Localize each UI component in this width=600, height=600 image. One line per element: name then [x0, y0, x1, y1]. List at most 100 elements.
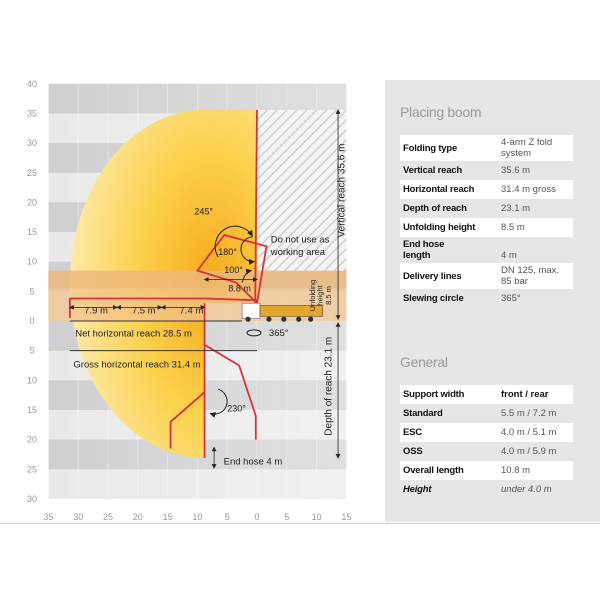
label-angle-180: 180°	[218, 247, 237, 257]
truck-wheel	[296, 316, 302, 322]
row-label: Overall length	[403, 465, 464, 476]
table-row: Standard 5.5 m / 7.2 m	[400, 404, 573, 423]
row-label: Depth of reach	[403, 203, 467, 214]
slewing-icon	[246, 329, 262, 337]
y-tick-label: 10	[27, 375, 37, 385]
rotation-230-icon	[209, 388, 228, 418]
truck-body	[259, 305, 323, 317]
row-value: 35.6 m	[501, 165, 531, 176]
row-value: 4.0 m / 5.1 m	[501, 427, 557, 438]
truck-wheel	[308, 316, 314, 322]
y-tick-label: 5	[29, 346, 34, 356]
boom-arm-5	[169, 391, 206, 449]
row-value: 4.0 m / 5.9 m	[501, 446, 557, 457]
label-dist-8-8: 8.8 m	[228, 283, 251, 293]
row-label: Unfolding height	[403, 222, 476, 233]
x-tick-label: 10	[192, 512, 202, 522]
y-tick-label: 20	[27, 197, 37, 207]
y-tick-label: 40	[27, 79, 37, 89]
x-tick-label: 20	[133, 512, 143, 522]
label-unfolding-1: Unfolding	[308, 280, 317, 312]
label-unfolding-2: height	[316, 284, 325, 305]
y-tick-label: 5	[29, 286, 34, 296]
table-row: End hose length 4 m	[400, 237, 573, 263]
general-table: Support width front / rear Standard 5.5 m…	[400, 385, 573, 499]
row-value: 5.5 m / 7.2 m	[501, 408, 557, 419]
unfolding-height-band-top	[48, 270, 347, 289]
x-tick-label: 5	[225, 512, 230, 522]
label-do-not-use-1: Do not use as	[271, 235, 330, 246]
label-depth-of-reach: Depth of reach 23.1 m	[324, 337, 335, 436]
label-end-hose: End hose 4 m	[224, 457, 283, 468]
y-tick-label: 0	[29, 316, 34, 326]
truck-icon	[241, 302, 323, 322]
boom-reach-diagram: 40 35 30 25 20 15 10 5 0 5 10 15 20 25 30 35 30 25 20 15 10 5…	[27, 79, 351, 522]
table-row: Overall length 10.8 m	[400, 461, 573, 480]
x-tick-label: 35	[43, 512, 53, 522]
x-tick-label: 15	[341, 512, 351, 522]
row-label: ESC	[403, 427, 422, 438]
truck-wheel	[281, 316, 287, 322]
label-net-reach: Net horizontal reach 28.5 m	[75, 328, 192, 339]
placing-boom-title: Placing boom	[400, 104, 482, 120]
label-angle-245: 245°	[194, 206, 213, 216]
label-do-not-use-2: working area	[270, 247, 326, 258]
row-value: DN 125, max. 85 bar	[501, 265, 560, 287]
x-tick-label: 10	[312, 512, 322, 522]
label-gross-reach: Gross horizontal reach 31.4 m	[73, 359, 200, 370]
general-title: General	[400, 354, 448, 370]
boom-arm-4	[204, 343, 257, 440]
y-tick-label: 15	[27, 227, 37, 237]
rotation-100-icon	[241, 268, 253, 283]
x-tick-label: 15	[163, 512, 173, 522]
label-vertical-reach: Vertical reach 35.6 m	[336, 144, 347, 238]
axis-ticks: 40 35 30 25 20 15 10 5 0 5 10 15 20 25 30 35 30 25 20 15 10 5…	[27, 79, 351, 522]
row-value: 365°	[501, 293, 521, 304]
row-value: 31.4 m gross	[501, 184, 556, 195]
table-row: Vertical reach 35.6 m	[400, 161, 573, 180]
y-tick-label: 35	[27, 108, 37, 118]
y-tick-label: 20	[27, 435, 37, 445]
truck-wheel	[266, 316, 272, 322]
y-tick-label: 15	[27, 405, 37, 415]
label-angle-100: 100°	[224, 265, 243, 275]
divider	[0, 523, 600, 524]
x-tick-label: 5	[284, 512, 289, 522]
spec-panel: Placing boom Folding type 4-arm Z fold sy…	[385, 80, 600, 522]
label-seg-3: 7.4 m	[180, 305, 204, 316]
boom-arm-0	[254, 109, 258, 304]
row-label: Vertical reach	[403, 165, 462, 176]
no-work-area	[257, 109, 347, 271]
table-row: Folding type 4-arm Z fold system	[400, 135, 573, 161]
label-seg-2: 7.5 m	[132, 305, 156, 316]
y-tick-label: 30	[27, 138, 37, 148]
y-tick-label: 10	[27, 257, 37, 267]
table-header-row: Support width front / rear	[400, 385, 573, 404]
row-label: Slewing circle	[403, 293, 464, 304]
row-label: End hose length	[403, 239, 445, 261]
row-value: 8.5 m	[501, 222, 525, 233]
label-slew-365: 365°	[269, 328, 289, 339]
y-tick-label: 30	[27, 494, 37, 504]
row-value: 4 m	[501, 250, 517, 261]
label-unfolding-3: 8.5 m	[324, 286, 333, 305]
row-label: Horizontal reach	[403, 184, 475, 195]
header-label: Support width	[403, 389, 465, 400]
truck-wheel	[245, 316, 251, 322]
label-seg-1: 7.9 m	[84, 305, 108, 316]
boom-arm-1	[196, 234, 268, 304]
table-row: Height under 4.0 m	[400, 480, 573, 499]
placing-boom-table: Folding type 4-arm Z fold system Vertical …	[400, 135, 573, 308]
row-label: Delivery lines	[403, 270, 462, 282]
row-value: under 4.0 m	[501, 484, 552, 495]
label-angle-230: 230°	[227, 404, 246, 414]
header-value: front / rear	[501, 389, 549, 400]
y-tick-label: 25	[27, 168, 37, 178]
row-value: 4-arm Z fold system	[501, 137, 553, 159]
row-label: Folding type	[403, 142, 458, 154]
row-value: 23.1 m	[501, 203, 531, 214]
row-label: OSS	[403, 446, 423, 457]
rotation-245-icon	[214, 225, 253, 258]
table-row: Delivery lines DN 125, max. 85 bar	[400, 263, 573, 289]
table-row: OSS 4.0 m / 5.9 m	[400, 442, 573, 461]
